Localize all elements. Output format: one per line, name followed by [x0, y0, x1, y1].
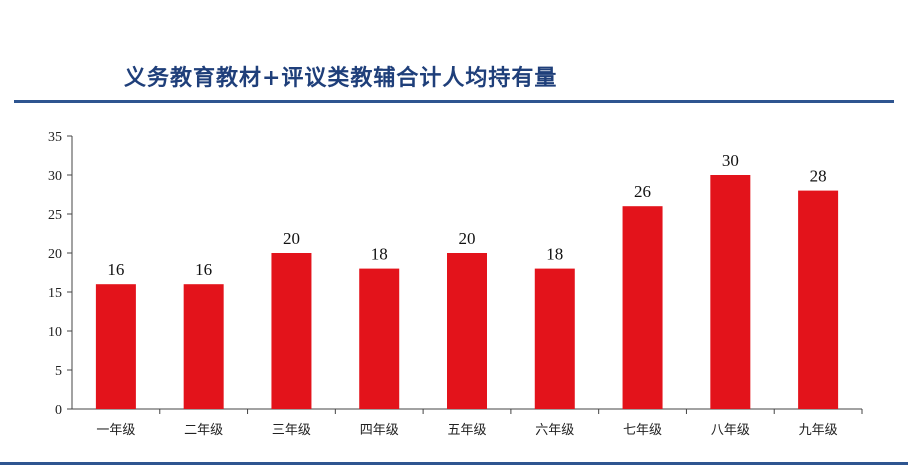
x-tick-label: 三年级: [272, 423, 311, 438]
x-tick-label: 七年级: [623, 423, 662, 438]
y-tick-label: 25: [48, 208, 62, 223]
title-underline: [14, 100, 894, 103]
title-bar: 义务教育教材+评议类教辅合计人均持有量: [0, 0, 908, 104]
x-tick-label: 二年级: [184, 423, 223, 438]
data-label: 30: [722, 151, 739, 170]
bar: [798, 190, 839, 409]
data-label: 20: [283, 229, 300, 248]
data-label: 16: [107, 260, 124, 279]
bar: [622, 206, 663, 409]
bar: [95, 284, 136, 409]
data-label: 20: [459, 229, 476, 248]
bar: [183, 284, 224, 409]
x-tick-label: 五年级: [447, 423, 486, 438]
x-tick-label: 九年级: [799, 423, 838, 438]
chart-title: 义务教育教材+评议类教辅合计人均持有量: [124, 65, 558, 91]
data-label: 28: [810, 167, 827, 186]
bar: [359, 268, 400, 409]
data-label: 18: [371, 245, 388, 264]
x-tick-label: 四年级: [360, 423, 399, 438]
x-tick-label: 六年级: [535, 423, 574, 438]
y-tick-label: 35: [48, 130, 62, 145]
bar: [710, 175, 751, 409]
bar: [271, 253, 312, 409]
bar: [447, 253, 487, 409]
data-label: 18: [546, 245, 563, 264]
y-tick-label: 5: [55, 364, 62, 379]
y-tick-label: 10: [48, 325, 62, 340]
y-tick-label: 0: [55, 403, 62, 418]
y-tick-label: 15: [48, 286, 62, 301]
bar: [534, 268, 575, 409]
data-label: 16: [195, 260, 212, 279]
data-label: 26: [634, 182, 651, 201]
y-tick-label: 30: [48, 169, 62, 184]
x-tick-label: 一年级: [96, 423, 135, 438]
y-tick-label: 20: [48, 247, 62, 262]
bottom-rule: [0, 462, 908, 465]
x-tick-label: 八年级: [711, 423, 750, 438]
